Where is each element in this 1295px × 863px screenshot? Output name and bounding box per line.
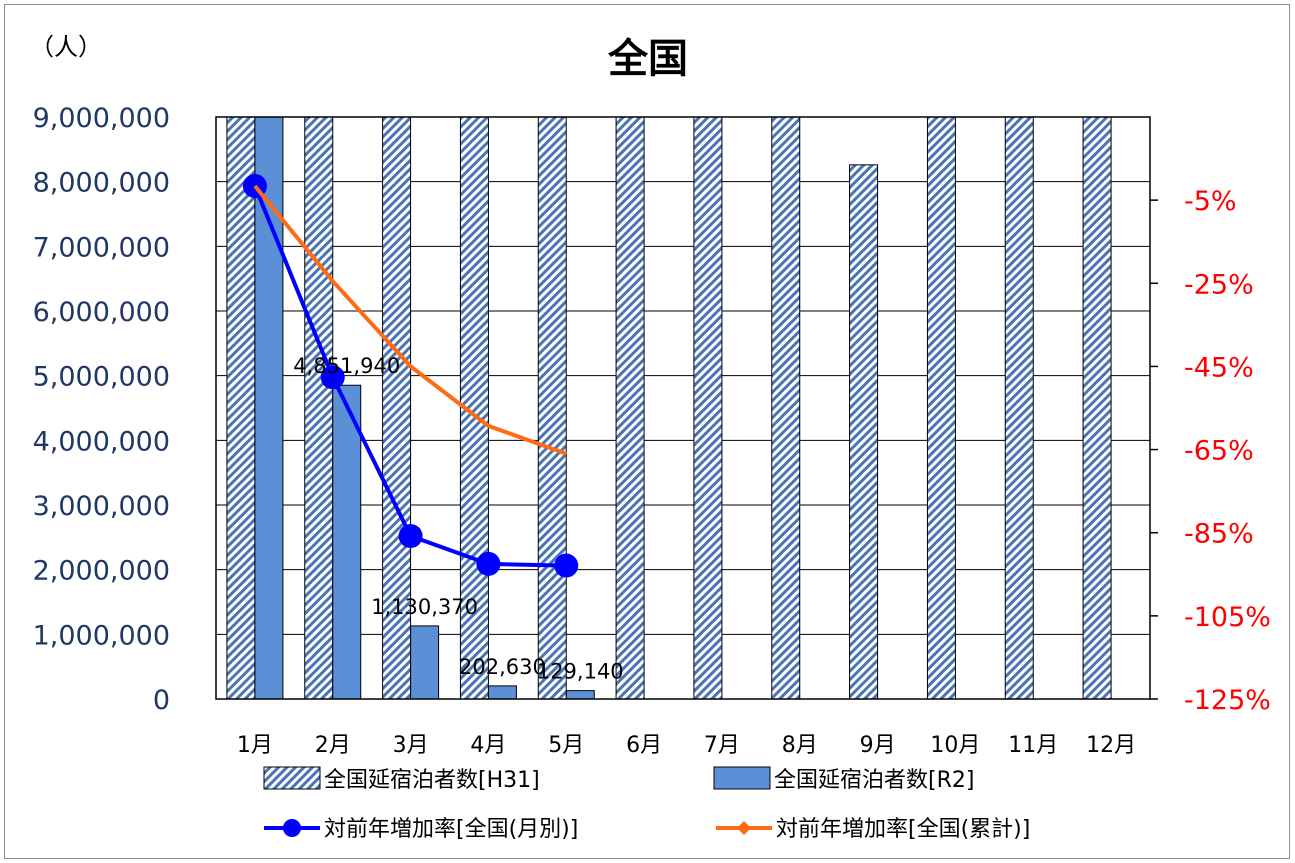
y-tick-label-left: 5,000,000 xyxy=(33,362,170,393)
y-tick-label-left: 6,000,000 xyxy=(33,297,170,328)
y-tick-label-right: -25% xyxy=(1184,269,1254,300)
y-tick-label-right: -85% xyxy=(1184,519,1254,550)
bar-r2-4 xyxy=(487,685,517,700)
y-tick-label-left: 8,000,000 xyxy=(33,168,170,199)
bar-h31-8 xyxy=(771,116,801,700)
x-tick-label: 12月 xyxy=(1086,733,1136,758)
y-tick-label-right: -5% xyxy=(1184,186,1237,217)
bar-h31-12 xyxy=(1082,116,1112,700)
monthly-point xyxy=(476,551,501,576)
x-tick-label: 5月 xyxy=(548,733,584,758)
y-tick-label-left: 4,000,000 xyxy=(33,426,170,457)
x-axis: 1月 2月 3月 4月 5月 6月 7月 8月 9月 10月 11月 12月 xyxy=(237,733,1136,758)
bars xyxy=(226,116,1112,700)
y-tick-label-right: -45% xyxy=(1184,352,1254,383)
x-tick-label: 11月 xyxy=(1008,733,1058,758)
y-axis-right: -125% -105% -85% -65% -45% -25% -5% xyxy=(1150,186,1271,716)
legend-marker-monthly xyxy=(283,819,301,837)
bar-h31-9 xyxy=(849,164,879,700)
y-tick-label-left: 3,000,000 xyxy=(33,491,170,522)
monthly-point xyxy=(554,553,579,578)
legend-swatch-r2 xyxy=(713,766,771,790)
bar-h31-7 xyxy=(693,116,723,700)
bar-r2-2 xyxy=(332,384,362,700)
y-tick-label-left: 2,000,000 xyxy=(33,556,170,587)
bar-h31-10 xyxy=(926,116,956,700)
bar-h31-1 xyxy=(226,116,256,700)
y-tick-label-left: 0 xyxy=(153,685,170,716)
lines xyxy=(242,174,579,578)
plot-area-border xyxy=(215,116,1151,700)
y-tick-label-right: -105% xyxy=(1184,602,1271,633)
legend-label-r2: 全国延宿泊者数[R2] xyxy=(774,768,974,793)
bar-data-label: 1,130,370 xyxy=(371,595,478,619)
y-axis-unit: （人） xyxy=(30,33,102,61)
bar-h31-6 xyxy=(615,116,645,700)
monthly-point xyxy=(320,365,345,390)
y-axis-left: 0 1,000,000 2,000,000 3,000,000 4,000,000 5,0… xyxy=(33,103,170,716)
legend-marker-cumulative xyxy=(737,821,751,835)
x-tick-label: 8月 xyxy=(782,733,818,758)
x-tick-label: 1月 xyxy=(237,733,273,758)
bar-r2-5 xyxy=(565,690,595,700)
bar-h31-5 xyxy=(537,116,567,700)
legend-swatch-h31 xyxy=(263,766,321,790)
x-tick-label: 6月 xyxy=(626,733,662,758)
bar-data-label: 129,140 xyxy=(537,660,624,684)
y-tick-label-left: 1,000,000 xyxy=(33,620,170,651)
y-tick-label-left: 9,000,000 xyxy=(33,103,170,134)
y-tick-label-left: 7,000,000 xyxy=(33,232,170,263)
bar-h31-2 xyxy=(304,116,334,700)
x-tick-label: 4月 xyxy=(470,733,506,758)
legend-label-monthly: 対前年増加率[全国(月別)] xyxy=(324,817,578,842)
x-tick-label: 7月 xyxy=(704,733,740,758)
y-tick-label-right: -125% xyxy=(1184,685,1271,716)
y-tick-label-right: -65% xyxy=(1184,436,1254,467)
monthly-point xyxy=(398,524,423,549)
bar-h31-11 xyxy=(1004,116,1034,700)
legend-label-cumulative: 対前年増加率[全国(累計)] xyxy=(776,817,1030,842)
bar-data-label: 4,851,940 xyxy=(293,354,400,378)
x-tick-label: 2月 xyxy=(315,733,351,758)
x-tick-label: 9月 xyxy=(860,733,896,758)
line-cumulative xyxy=(253,184,567,456)
legend: 全国延宿泊者数[H31] 全国延宿泊者数[R2] 対前年増加率[全国(月別)] 対前年… xyxy=(263,766,1030,842)
x-tick-label: 3月 xyxy=(393,733,429,758)
x-tick-label: 10月 xyxy=(930,733,980,758)
chart-frame xyxy=(4,4,1290,859)
bar-data-label: 202,630 xyxy=(459,655,546,679)
legend-label-h31: 全国延宿泊者数[H31] xyxy=(324,768,540,793)
bar-r2-3 xyxy=(410,625,440,700)
chart-title: 全国 xyxy=(607,36,688,82)
